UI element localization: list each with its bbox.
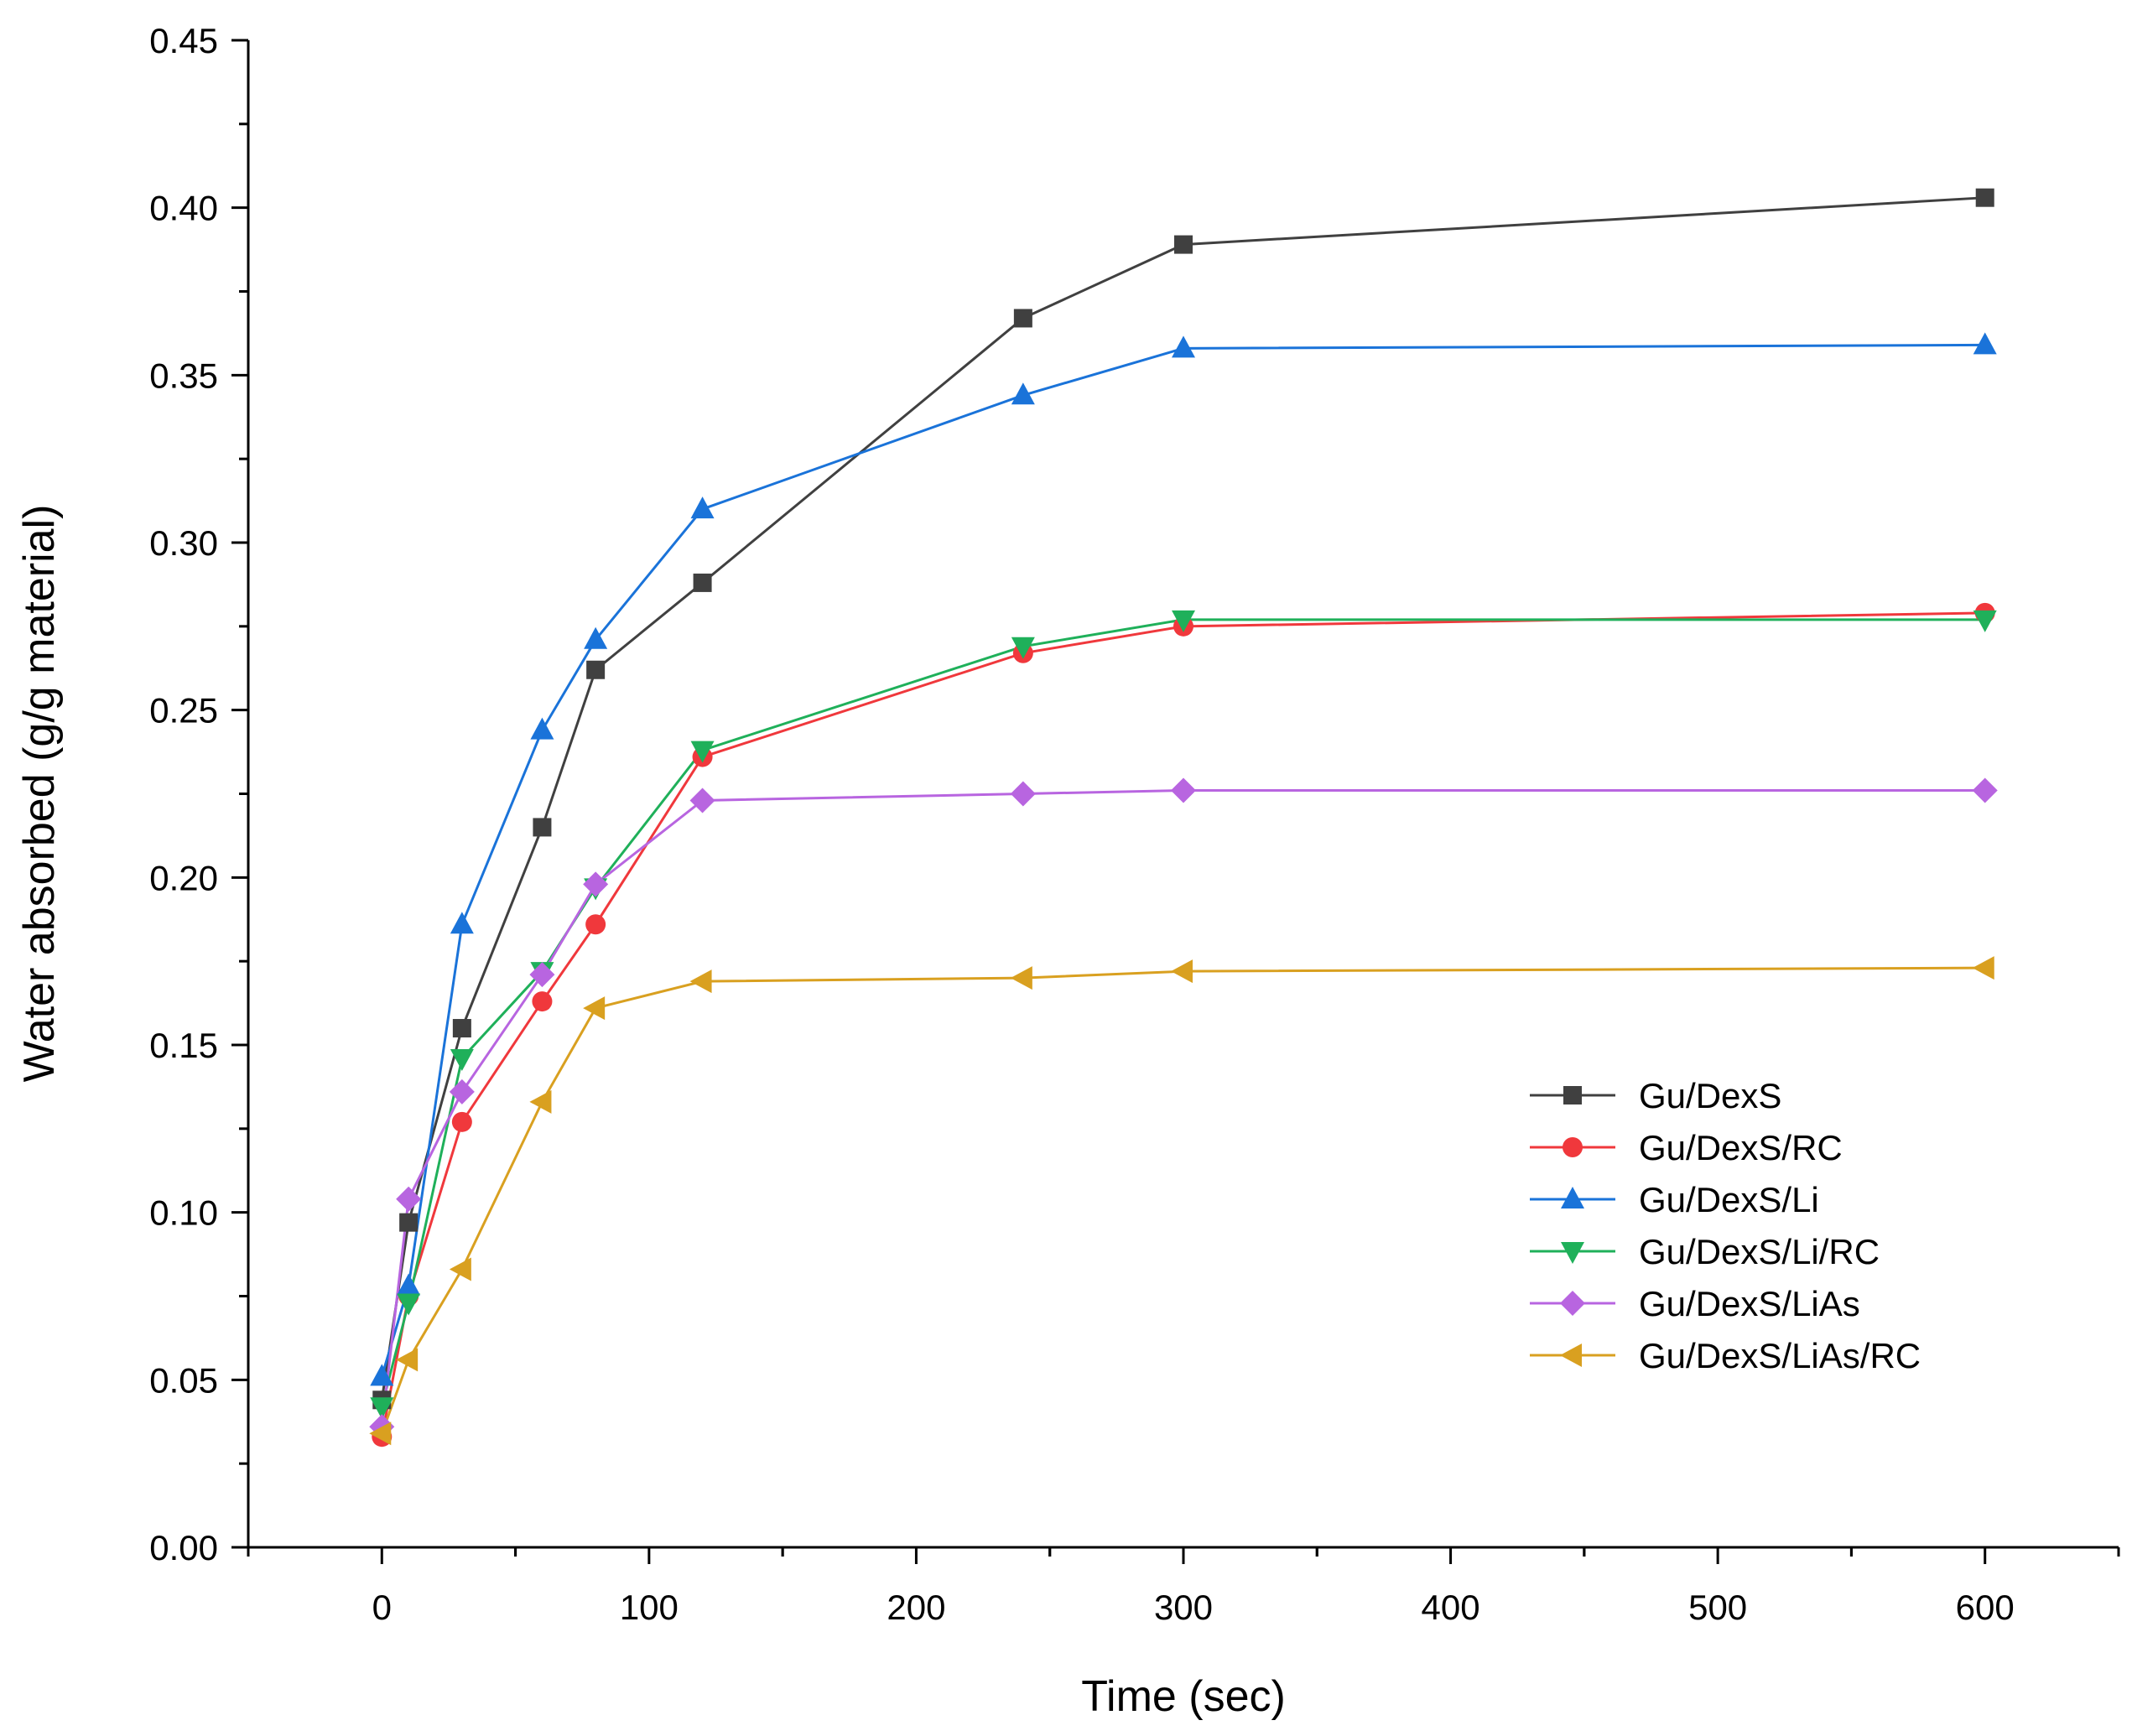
data-point-gu-dexs-li-rc [690, 741, 715, 763]
y-tick-label: 0.45 [149, 21, 218, 60]
data-point-gu-dexs-lias [449, 1079, 475, 1104]
data-point-gu-dexs-li-rc [370, 1397, 394, 1420]
data-point-gu-dexs [693, 573, 712, 592]
data-point-gu-dexs [452, 1019, 471, 1038]
x-tick-label: 500 [1688, 1588, 1747, 1627]
data-point-gu-dexs-li-rc [450, 1048, 474, 1071]
data-point-gu-dexs-lias-rc [689, 969, 712, 994]
legend-label-gu-dexs-li-rc: Gu/DexS/Li/RC [1639, 1232, 1880, 1271]
x-tick-label: 600 [1956, 1588, 2015, 1627]
series-line-gu-dexs-li [380, 343, 1985, 1377]
data-point-gu-dexs-li-rc [1011, 637, 1035, 659]
legend-marker-gu-dexs-lias [1560, 1291, 1585, 1316]
x-tick-label: 200 [887, 1588, 945, 1627]
data-point-gu-dexs-lias-rc [449, 1257, 471, 1281]
data-point-gu-dexs-li [450, 912, 474, 934]
data-point-gu-dexs [533, 818, 552, 837]
data-point-gu-dexs-li-rc [1172, 610, 1195, 632]
data-point-gu-dexs [399, 1213, 419, 1232]
legend-marker-gu-dexs-li-rc [1561, 1242, 1584, 1264]
data-point-gu-dexs-rc [585, 914, 606, 935]
legend-marker-gu-dexs-rc [1563, 1137, 1583, 1157]
data-point-gu-dexs-lias [1972, 777, 1998, 803]
data-point-gu-dexs-li-rc [397, 1293, 421, 1316]
x-axis-title: Time (sec) [1081, 1672, 1286, 1721]
data-point-gu-dexs-lias [529, 962, 555, 988]
y-tick-label: 0.15 [149, 1026, 218, 1065]
legend-marker-gu-dexs [1563, 1086, 1582, 1104]
y-tick-label: 0.20 [149, 858, 218, 897]
data-point-gu-dexs [586, 660, 606, 679]
data-point-gu-dexs-li [1973, 332, 1997, 355]
data-point-gu-dexs-lias-rc [396, 1348, 419, 1372]
x-tick-label: 400 [1422, 1588, 1480, 1627]
data-point-gu-dexs-lias [583, 871, 609, 897]
x-tick-label: 0 [372, 1588, 392, 1627]
data-point-gu-dexs-lias [1010, 781, 1036, 807]
legend-label-gu-dexs-lias-rc: Gu/DexS/LiAs/RC [1639, 1336, 1921, 1375]
data-point-gu-dexs-li [397, 1273, 421, 1296]
y-axis-title: Water absorbed (g/g material) [15, 505, 64, 1083]
legend-marker-gu-dexs-li [1561, 1187, 1584, 1208]
legend-label-gu-dexs: Gu/DexS [1639, 1076, 1781, 1115]
legend: Gu/DexS Gu/DexS/RC Gu/DexS/Li Gu/DexS/Li/RC… [1530, 1076, 1921, 1375]
y-tick-label: 0.10 [149, 1193, 218, 1233]
legend-label-gu-dexs-rc: Gu/DexS/RC [1639, 1128, 1843, 1167]
y-tick-label: 0.00 [149, 1528, 218, 1567]
data-point-gu-dexs-li-rc [1973, 610, 1997, 632]
data-point-gu-dexs [1174, 235, 1193, 254]
series-markers [369, 188, 1998, 1448]
x-tick-label: 100 [620, 1588, 679, 1627]
data-point-gu-dexs-lias-rc [369, 1422, 392, 1446]
data-point-gu-dexs [1013, 309, 1032, 328]
y-tick-label: 0.25 [149, 691, 218, 730]
data-point-gu-dexs-li [1172, 335, 1195, 358]
legend-label-gu-dexs-li: Gu/DexS/Li [1639, 1180, 1819, 1219]
legend-label-gu-dexs-lias: Gu/DexS/LiAs [1639, 1284, 1860, 1323]
data-point-gu-dexs-li [1011, 382, 1035, 405]
data-point-gu-dexs-li [690, 496, 715, 519]
data-point-gu-dexs-lias-rc [529, 1089, 552, 1114]
data-point-gu-dexs-lias [1171, 777, 1196, 803]
data-point-gu-dexs-li [584, 626, 608, 649]
data-point-gu-dexs-lias-rc [583, 996, 606, 1021]
data-point-gu-dexs-li [370, 1364, 394, 1386]
data-point-gu-dexs-li [530, 717, 554, 740]
data-point-gu-dexs-lias-rc [1171, 959, 1193, 984]
data-point-gu-dexs [1975, 188, 1994, 207]
y-tick-label: 0.40 [149, 189, 218, 228]
data-point-gu-dexs-lias-rc [1010, 966, 1032, 990]
data-point-gu-dexs-lias [396, 1186, 422, 1212]
data-point-gu-dexs-lias [689, 787, 715, 813]
y-tick-label: 0.05 [149, 1360, 218, 1400]
data-point-gu-dexs-lias-rc [1972, 956, 1994, 980]
ticks: 0 100 200 300 400 500 600 0.00 0.05 0.10 0.15 0.20 0… [149, 21, 2120, 1627]
legend-marker-gu-dexs-lias-rc [1560, 1344, 1582, 1367]
y-tick-label: 0.35 [149, 356, 218, 395]
x-tick-label: 300 [1154, 1588, 1213, 1627]
data-point-gu-dexs-rc [451, 1111, 472, 1132]
y-tick-label: 0.30 [149, 523, 218, 563]
data-point-gu-dexs-rc [532, 991, 553, 1012]
